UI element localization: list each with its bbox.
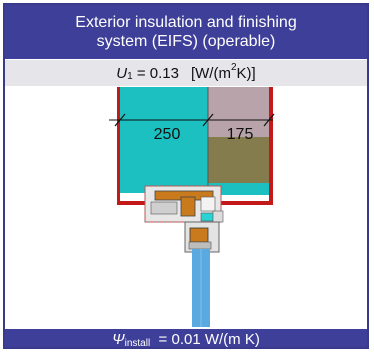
exterior-finish-left [117, 87, 120, 205]
wall-top-layer [208, 87, 269, 137]
dimension-tick-middle [202, 113, 214, 127]
frame-hinge [212, 210, 224, 223]
u-unit-sup: 2 [230, 61, 237, 73]
insulation-layer [120, 87, 208, 193]
title-line-1: Exterior insulation and finishing [75, 14, 297, 31]
insulation-thickness-label: 250 [154, 126, 181, 143]
title-line-2: system (EIFS) (operable) [96, 33, 276, 50]
diagram-frame: Exterior insulation and finishing system… [3, 3, 369, 349]
dimension-tick-right [263, 113, 275, 127]
u-unit-close: K)] [236, 64, 256, 82]
frame-red-seal [144, 185, 222, 223]
psi-value: = 0.01 W/(m K) [158, 330, 260, 348]
interior-finish-right [269, 87, 273, 205]
frame-gasket-block [200, 196, 216, 212]
construction-detail-drawing: 250 175 [109, 87, 275, 327]
frame-timber-stem [180, 196, 196, 217]
frame-hatch [150, 201, 178, 215]
wall-thickness-label: 175 [227, 126, 254, 143]
finish-bottom-left [117, 201, 145, 205]
title-bar: Exterior insulation and finishing system… [5, 5, 367, 59]
psi-subscript: install [124, 337, 151, 349]
u-symbol: U [116, 64, 128, 82]
u-subscript: 1 [127, 70, 133, 82]
dimension-tick-left [114, 113, 126, 127]
sash-seal [188, 241, 212, 250]
psi-symbol: Ψ [112, 330, 125, 348]
u-unit-open: [W/(m [190, 64, 231, 82]
sash-timber [189, 227, 209, 243]
u-value: = 0.13 [136, 64, 179, 82]
finish-bottom-right [221, 201, 273, 205]
wall-lower-insulation [208, 183, 269, 195]
